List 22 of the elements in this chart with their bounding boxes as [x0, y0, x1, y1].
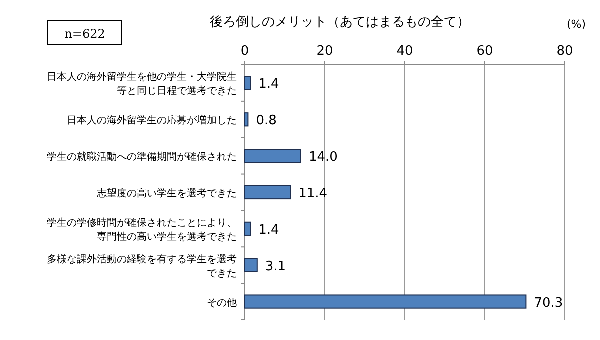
- x-tick-label: 20: [316, 44, 334, 59]
- text: n=622: [64, 27, 106, 41]
- x-tick-label: 60: [476, 44, 494, 59]
- x-tick-label: 0: [240, 44, 250, 59]
- data-label: 11.4: [298, 186, 328, 202]
- data-label: 0.8: [256, 114, 277, 129]
- data-label: 1.4: [258, 77, 280, 92]
- y-tick-label: 多様な課外活動の経験を有する学生を選考できた: [47, 253, 237, 280]
- data-label: 70.3: [534, 296, 564, 311]
- y-tick-label: 学生の学修時間が確保されたことにより、専門性の高い学生を選考できた: [47, 216, 237, 243]
- text: (%): [566, 18, 586, 31]
- y-tick-label: 学生の就職活動への準備期間が確保された: [47, 151, 237, 164]
- data-label: 1.4: [258, 222, 280, 238]
- y-tick-label: 志望度の高い学生を選考できた: [97, 188, 237, 200]
- data-label: 3.1: [265, 259, 286, 274]
- y-tick-label: 日本人の海外留学生を他の学生・大学院生等と同じ日程で選考できた: [47, 71, 237, 98]
- y-tick-label: その他: [207, 296, 237, 309]
- x-tick-label: 80: [556, 44, 574, 59]
- data-label: 14.0: [309, 150, 338, 166]
- chart-title: 後ろ倒しのメリット（あてはまるもの全て）: [210, 15, 470, 30]
- y-tick-label: 日本人の海外留学生の応募が増加した: [67, 114, 237, 127]
- x-tick-label: 40: [396, 44, 414, 59]
